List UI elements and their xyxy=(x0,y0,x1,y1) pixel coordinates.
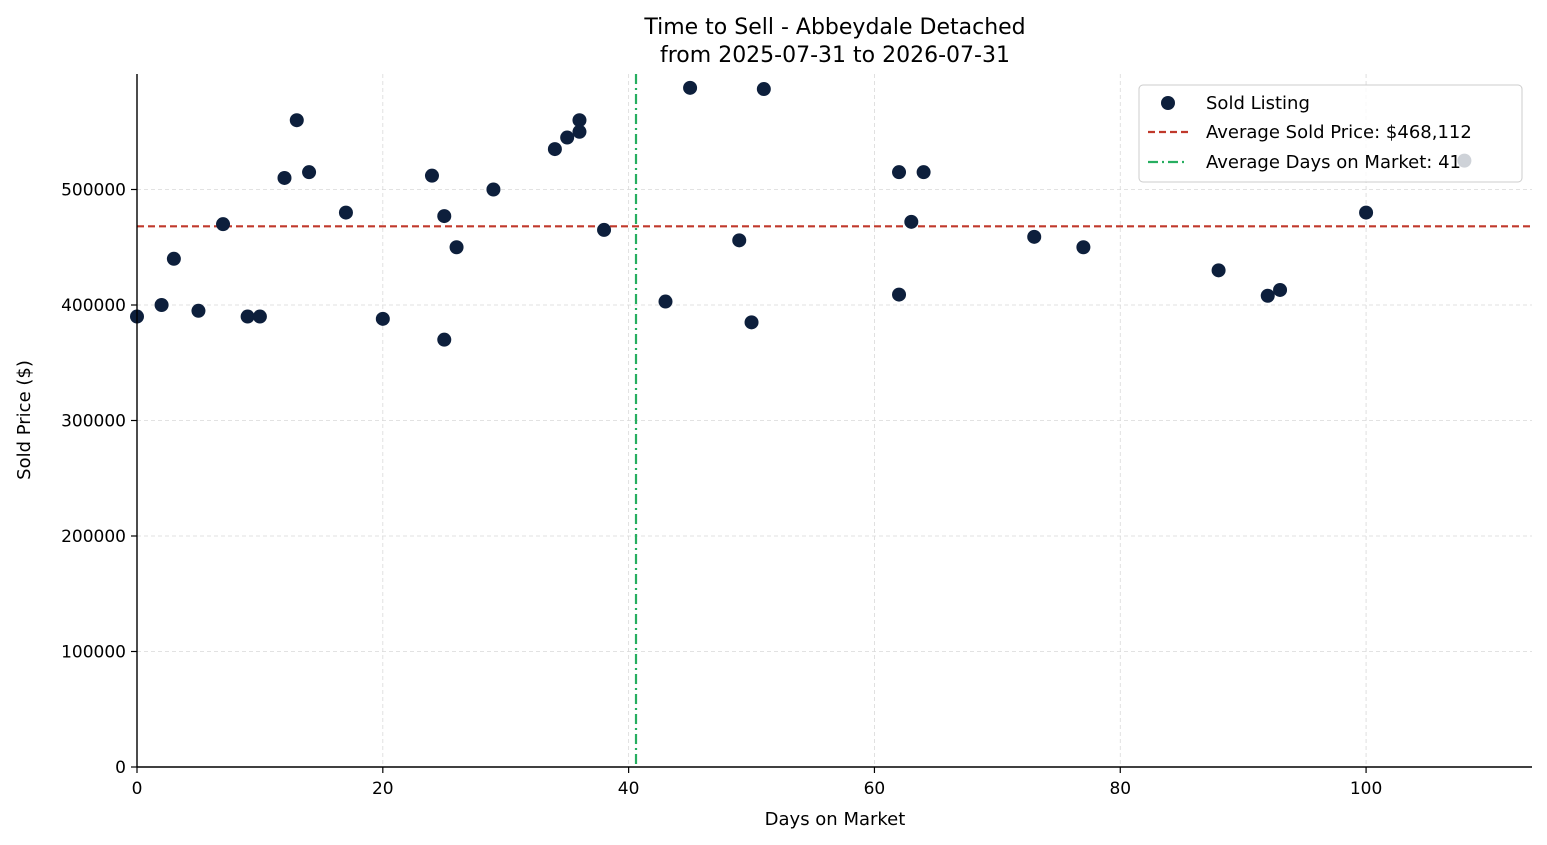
data-points xyxy=(130,80,1472,347)
data-point xyxy=(289,113,304,128)
data-point xyxy=(1027,229,1042,244)
data-point xyxy=(437,209,452,224)
data-point xyxy=(1076,240,1091,255)
legend-label-sold-listing: Sold Listing xyxy=(1206,93,1310,114)
legend-marker-sold-listing xyxy=(1161,96,1175,110)
data-point xyxy=(449,240,464,255)
data-point xyxy=(1273,282,1288,297)
data-point xyxy=(277,170,292,185)
reference-lines xyxy=(137,74,1532,767)
data-point xyxy=(240,309,255,324)
x-axis-label: Days on Market xyxy=(765,809,906,830)
data-point xyxy=(756,82,771,97)
grid-lines xyxy=(137,74,1532,767)
data-point xyxy=(302,165,317,180)
data-point xyxy=(658,294,673,309)
data-point xyxy=(166,251,181,266)
legend: Sold Listing Average Sold Price: $468,11… xyxy=(1138,84,1523,183)
data-point xyxy=(338,205,353,220)
chart-title: Time to Sell - Abbeydale Detached xyxy=(643,15,1025,40)
data-point xyxy=(597,222,612,237)
y-tick-label: 0 xyxy=(115,758,126,778)
legend-box xyxy=(1138,84,1523,183)
data-point xyxy=(744,315,759,330)
data-point xyxy=(486,182,501,197)
x-tick-label: 60 xyxy=(864,779,886,799)
data-point xyxy=(424,168,439,183)
data-point xyxy=(154,298,169,312)
y-tick-label: 400000 xyxy=(61,296,126,316)
data-point xyxy=(437,332,452,347)
x-tick-label: 40 xyxy=(618,779,640,799)
legend-label-avg-days: Average Days on Market: 41 xyxy=(1206,152,1461,173)
data-point xyxy=(216,217,231,232)
data-point xyxy=(191,303,206,318)
data-point xyxy=(1359,205,1374,220)
chart-subtitle: from 2025-07-31 to 2026-07-31 xyxy=(660,43,1010,68)
data-point xyxy=(547,142,562,157)
y-tick-label: 500000 xyxy=(61,181,126,201)
x-tick-label: 80 xyxy=(1109,779,1131,799)
legend-label-avg-price: Average Sold Price: $468,112 xyxy=(1206,122,1472,143)
y-tick-label: 200000 xyxy=(61,527,126,547)
data-point xyxy=(892,165,907,180)
y-tick-label: 100000 xyxy=(61,643,126,663)
data-point xyxy=(1260,288,1275,303)
data-point xyxy=(572,113,587,128)
data-point xyxy=(732,233,747,248)
data-point xyxy=(683,80,698,95)
x-tick-label: 20 xyxy=(372,779,394,799)
y-axis-label: Sold Price ($) xyxy=(14,360,35,480)
data-point xyxy=(560,130,575,145)
data-point xyxy=(892,287,907,302)
data-point xyxy=(916,165,931,180)
x-tick-label: 100 xyxy=(1350,779,1382,799)
data-point xyxy=(572,124,587,139)
data-point xyxy=(904,214,919,229)
data-point xyxy=(1211,263,1226,278)
tick-labels: 0 20 40 60 80 100 0 100000 200000 300000 400000 500… xyxy=(61,181,1382,800)
data-point xyxy=(375,311,390,326)
data-point xyxy=(252,309,267,324)
x-tick-label: 0 xyxy=(132,779,143,799)
y-tick-label: 300000 xyxy=(61,412,126,432)
